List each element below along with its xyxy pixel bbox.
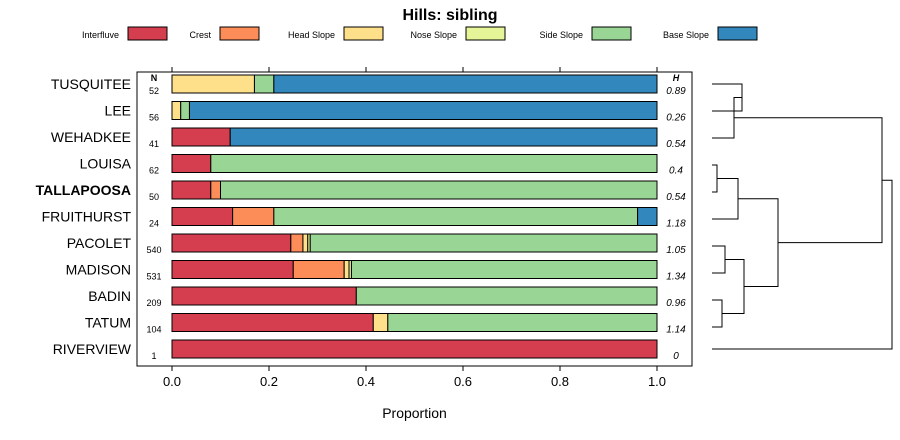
row-label: MADISON <box>66 262 131 278</box>
x-axis: 0.0 0.2 0.4 0.6 0.8 1.0 <box>163 67 666 389</box>
dendrogram-branch <box>734 117 883 244</box>
bar-segment <box>171 180 212 200</box>
row-label: LOUISA <box>80 156 132 172</box>
x-tick-label: 0.0 <box>163 374 181 389</box>
h-value: 1.05 <box>666 245 686 256</box>
legend: Interfluve Crest Head Slope Nose Slope Side … <box>82 26 758 41</box>
x-tick-label: 1.0 <box>648 374 666 389</box>
legend-label: Crest <box>189 30 211 40</box>
row-label: RIVERVIEW <box>53 341 132 357</box>
legend-swatch <box>127 26 168 41</box>
bar-segment <box>171 101 182 120</box>
x-tick-label: 0.4 <box>357 374 375 389</box>
bar-segment <box>232 207 275 226</box>
plot-panel <box>136 71 693 367</box>
n-value: 531 <box>146 272 161 282</box>
n-value: 56 <box>149 113 159 123</box>
legend-label: Nose Slope <box>410 30 457 40</box>
dendrogram-branch <box>712 179 893 350</box>
n-value: 209 <box>146 298 161 308</box>
n-value: 52 <box>149 86 159 96</box>
n-value: 50 <box>149 192 159 202</box>
bar-segment <box>292 260 345 279</box>
legend-label: Side Slope <box>539 30 583 40</box>
legend-label: Base Slope <box>663 30 709 40</box>
bar-segment <box>210 154 658 173</box>
bar-segment <box>220 180 658 200</box>
h-value: 0.4 <box>669 166 683 177</box>
x-axis-label: Proportion <box>382 405 447 421</box>
h-header: H <box>673 73 680 83</box>
legend-swatch <box>717 26 758 41</box>
bar-segment <box>273 74 658 94</box>
h-value: 0.96 <box>666 298 686 309</box>
bar-segment <box>387 313 658 332</box>
bar-segment <box>171 339 658 359</box>
row-label: BADIN <box>88 288 131 304</box>
bar-segment <box>171 207 234 226</box>
n-value: 24 <box>149 219 159 229</box>
legend-label: Interfluve <box>82 30 119 40</box>
x-tick-label: 0.8 <box>551 374 569 389</box>
bar-segment <box>171 313 374 332</box>
h-value: 1.34 <box>666 272 686 283</box>
n-value: 62 <box>149 166 159 176</box>
dendrogram <box>712 83 893 350</box>
bar-segment <box>171 154 212 173</box>
bar-segment <box>210 180 222 200</box>
bar-segment <box>171 127 231 147</box>
h-value: 0.89 <box>666 86 686 97</box>
row-label: TALLAPOOSA <box>36 182 131 198</box>
legend-swatch <box>343 26 384 41</box>
bar-segment <box>171 260 294 279</box>
h-value: 0.26 <box>666 113 686 124</box>
bar-segment <box>171 74 255 94</box>
n-value: 540 <box>146 245 161 255</box>
row-label: TATUM <box>85 315 131 331</box>
bar-segment <box>253 74 275 94</box>
bars: TUSQUITEE 52 0.89 LEE 56 0.26 WEHADKEE 41 0.54 LO… <box>36 74 686 362</box>
dendrogram-branch <box>712 164 718 193</box>
chart-title: Hills: sibling <box>402 7 497 24</box>
bar-segment <box>290 233 304 253</box>
bar-segment <box>355 286 658 306</box>
row-label: TUSQUITEE <box>51 76 131 92</box>
h-value: 0.54 <box>666 192 686 203</box>
dendrogram-branch <box>712 178 739 220</box>
legend-swatch <box>465 26 506 41</box>
legend-swatch <box>219 26 260 41</box>
bar-segment <box>188 101 658 120</box>
bar-segment <box>343 260 350 279</box>
bar-segment <box>372 313 389 332</box>
legend-label: Head Slope <box>288 30 335 40</box>
bar-segment <box>229 127 658 147</box>
x-tick-label: 0.2 <box>260 374 278 389</box>
bar-segment <box>171 233 292 253</box>
dendrogram-branch <box>712 299 723 328</box>
n-value: 41 <box>149 139 159 149</box>
row-label: FRUITHURST <box>42 209 132 225</box>
n-header: N <box>151 73 158 83</box>
h-value: 0.54 <box>666 139 686 150</box>
n-value: 104 <box>146 325 161 335</box>
n-value: 1 <box>151 351 156 361</box>
bar-segment <box>171 286 357 306</box>
row-label: PACOLET <box>67 235 132 251</box>
h-value: 1.18 <box>666 219 686 230</box>
bar-segment <box>309 233 658 253</box>
h-value: 0 <box>673 351 679 362</box>
bar-segment <box>180 101 190 120</box>
row-label: WEHADKEE <box>51 129 131 145</box>
x-tick-label: 0.6 <box>454 374 472 389</box>
bar-segment <box>350 260 658 279</box>
h-value: 1.14 <box>666 325 686 336</box>
legend-swatch <box>591 26 632 41</box>
dendrogram-branch <box>712 245 726 274</box>
row-label: LEE <box>105 103 131 119</box>
bar-segment <box>273 207 639 226</box>
bar-segment <box>302 233 309 253</box>
bar-segment <box>637 207 658 226</box>
